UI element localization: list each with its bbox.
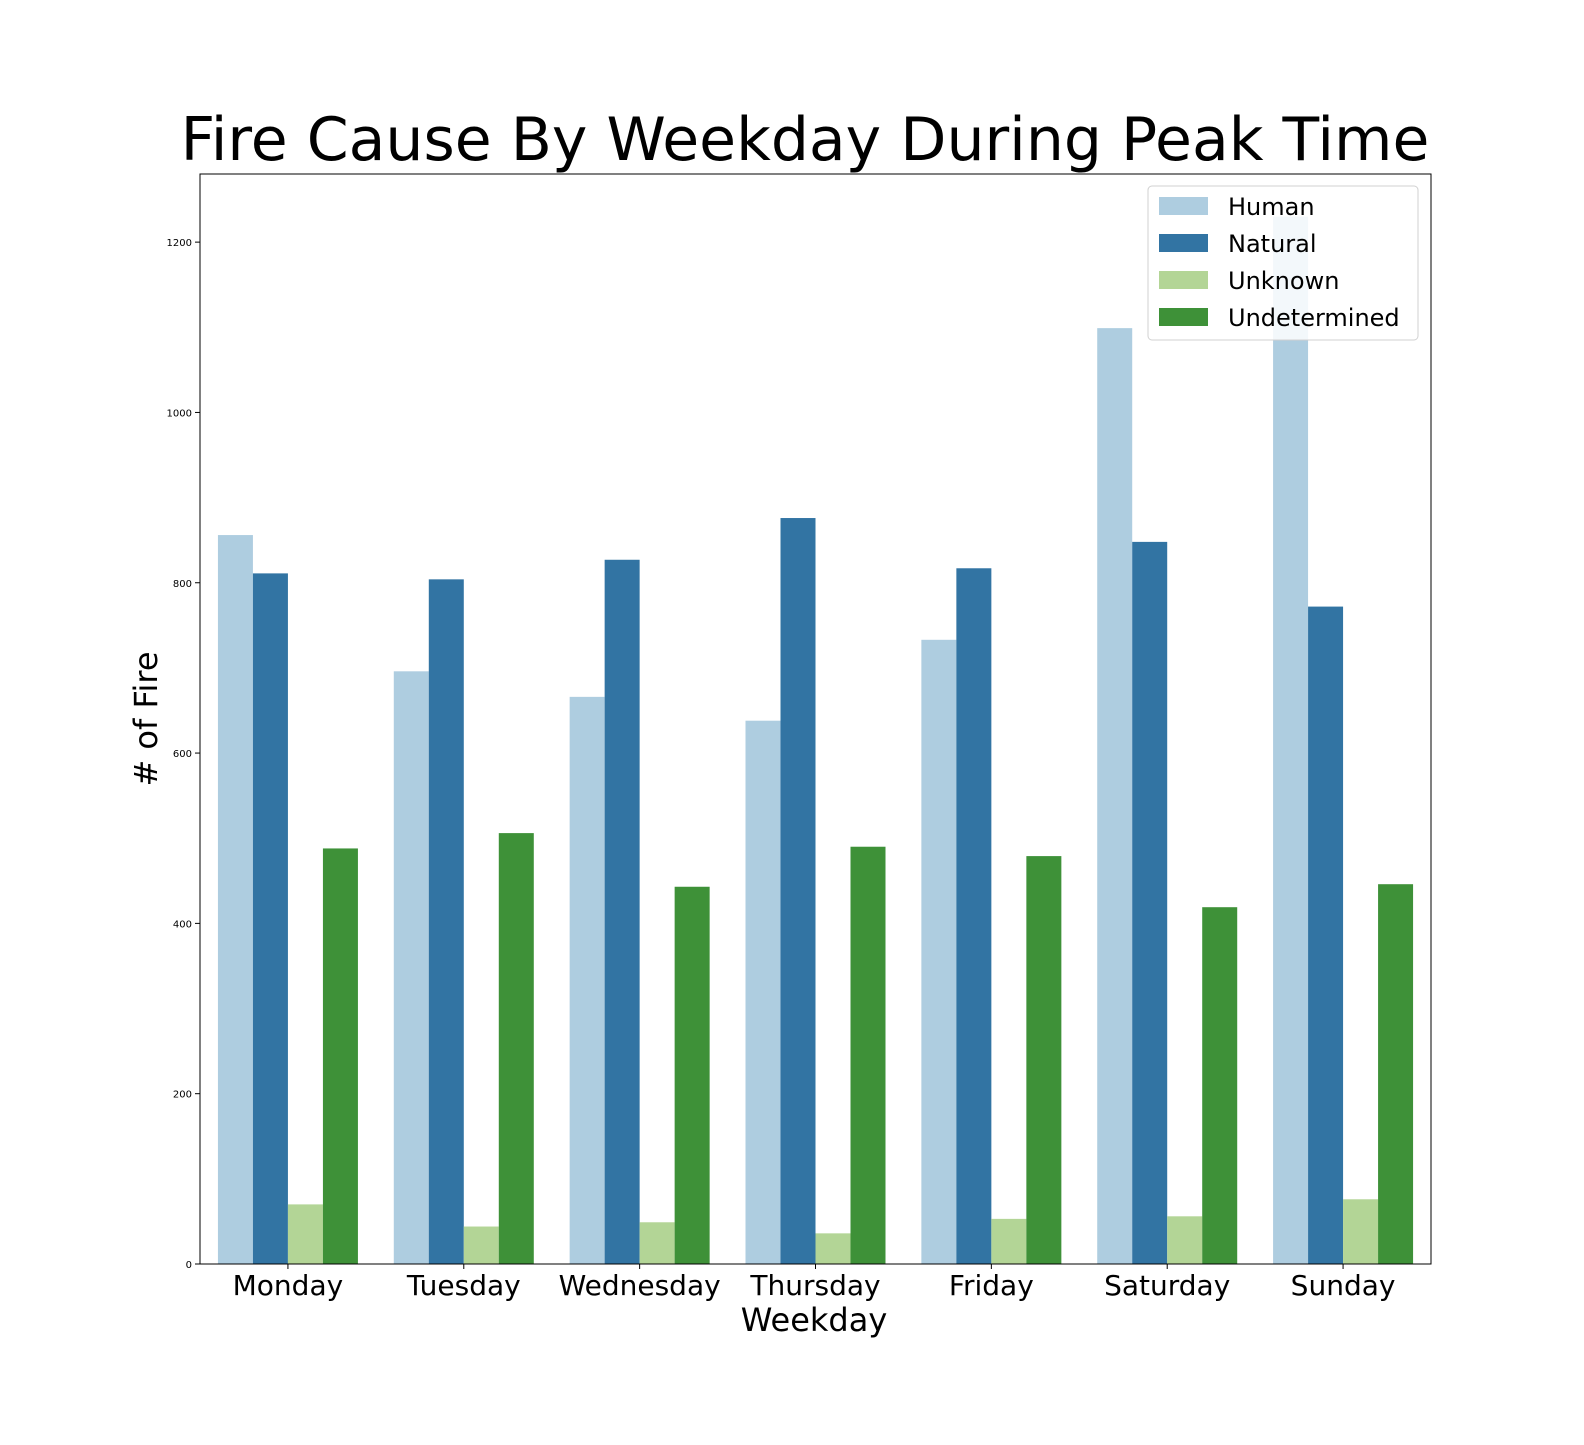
legend-label-unknown: Unknown	[1228, 267, 1339, 295]
legend-swatch-human	[1159, 197, 1208, 215]
bar-unknown-saturday	[1167, 1216, 1203, 1264]
x-tick-label-tuesday: Tuesday	[406, 1269, 521, 1302]
bar-undetermined-sunday	[1378, 884, 1414, 1264]
y-axis: 0 200 400 600 800 1000 1200	[167, 238, 200, 1271]
bar-human-monday	[217, 535, 253, 1264]
x-tick-label-thursday: Thursday	[749, 1269, 880, 1302]
bar-unknown-tuesday	[463, 1226, 499, 1264]
bar-unknown-thursday	[815, 1233, 851, 1264]
bar-natural-monday	[252, 573, 288, 1264]
bars-group	[217, 216, 1414, 1265]
bar-unknown-monday	[287, 1204, 323, 1264]
legend-swatch-natural	[1159, 234, 1208, 252]
bar-natural-friday	[956, 568, 992, 1264]
bar-unknown-sunday	[1343, 1199, 1379, 1264]
chart-title: Fire Cause By Weekday During Peak Time	[181, 105, 1430, 175]
bar-unknown-wednesday	[639, 1222, 675, 1264]
bar-undetermined-wednesday	[674, 886, 710, 1264]
x-tick-label-wednesday: Wednesday	[559, 1269, 721, 1302]
legend-label-natural: Natural	[1228, 230, 1317, 258]
legend-swatch-undetermined	[1159, 308, 1208, 326]
legend-swatch-unknown	[1159, 271, 1208, 289]
bar-human-tuesday	[393, 671, 429, 1264]
y-tick-label: 200	[173, 1090, 192, 1101]
bar-undetermined-monday	[322, 848, 358, 1264]
legend-box	[1147, 185, 1419, 341]
x-axis: Monday Tuesday Wednesday Thursday Friday Satu…	[233, 1264, 1396, 1302]
bar-natural-thursday	[780, 518, 816, 1264]
y-tick-label: 400	[173, 919, 192, 930]
bar-human-thursday	[745, 720, 781, 1264]
bar-undetermined-saturday	[1202, 907, 1238, 1264]
bar-human-saturday	[1097, 328, 1133, 1264]
y-tick-label: 600	[173, 749, 192, 760]
bar-natural-tuesday	[428, 579, 464, 1264]
bar-undetermined-thursday	[850, 846, 886, 1264]
bar-undetermined-friday	[1026, 856, 1062, 1264]
legend: Human Natural Unknown Undetermined	[1147, 185, 1419, 341]
y-tick-label: 1000	[167, 408, 192, 419]
bar-natural-saturday	[1132, 541, 1168, 1265]
y-tick-label: 1200	[167, 238, 192, 249]
bar-human-friday	[921, 639, 957, 1264]
x-axis-label: Weekday	[741, 1301, 888, 1339]
bar-unknown-friday	[991, 1218, 1027, 1264]
bar-natural-sunday	[1308, 606, 1344, 1264]
bar-natural-wednesday	[604, 559, 640, 1264]
y-tick-label: 800	[173, 579, 192, 590]
x-tick-label-sunday: Sunday	[1291, 1269, 1396, 1302]
bar-human-sunday	[1273, 216, 1309, 1265]
y-axis-label: # of Fire	[127, 651, 165, 786]
y-tick-label: 0	[186, 1260, 192, 1271]
x-tick-label-saturday: Saturday	[1104, 1269, 1230, 1302]
legend-label-undetermined: Undetermined	[1228, 304, 1400, 332]
x-tick-label-monday: Monday	[233, 1269, 344, 1302]
bar-undetermined-tuesday	[498, 833, 534, 1264]
x-tick-label-friday: Friday	[949, 1269, 1034, 1302]
bar-human-wednesday	[569, 696, 605, 1264]
legend-label-human: Human	[1228, 193, 1315, 221]
